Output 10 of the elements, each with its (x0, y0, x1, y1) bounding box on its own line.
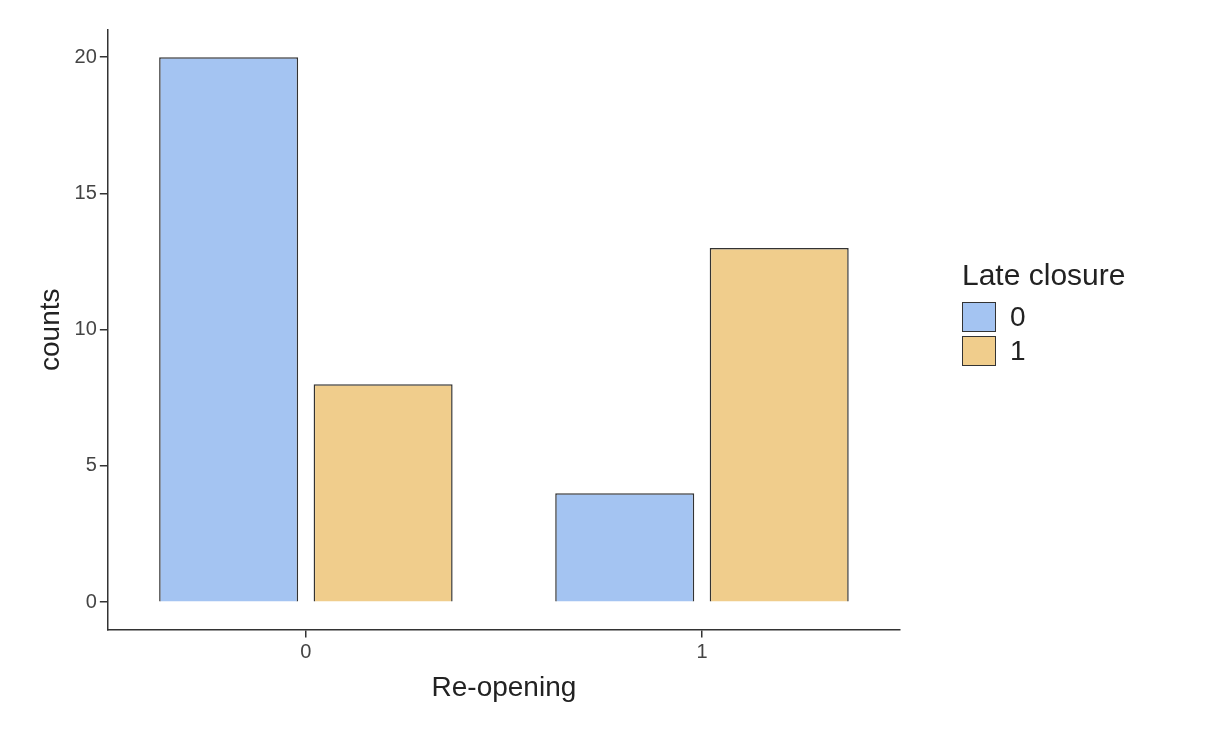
y-tick-label: 10 (74, 317, 97, 340)
y-axis-title: counts (33, 288, 65, 371)
legend-label: 0 (1010, 301, 1026, 333)
legend-label: 1 (1010, 335, 1026, 367)
y-tick-label: 20 (74, 44, 97, 67)
legend-title: Late closure (962, 258, 1126, 292)
x-axis-title: Re-opening (431, 670, 577, 702)
y-tick-label: 0 (85, 589, 97, 612)
y-tick-label: 15 (74, 180, 97, 203)
y-tick-label: 5 (85, 453, 97, 476)
